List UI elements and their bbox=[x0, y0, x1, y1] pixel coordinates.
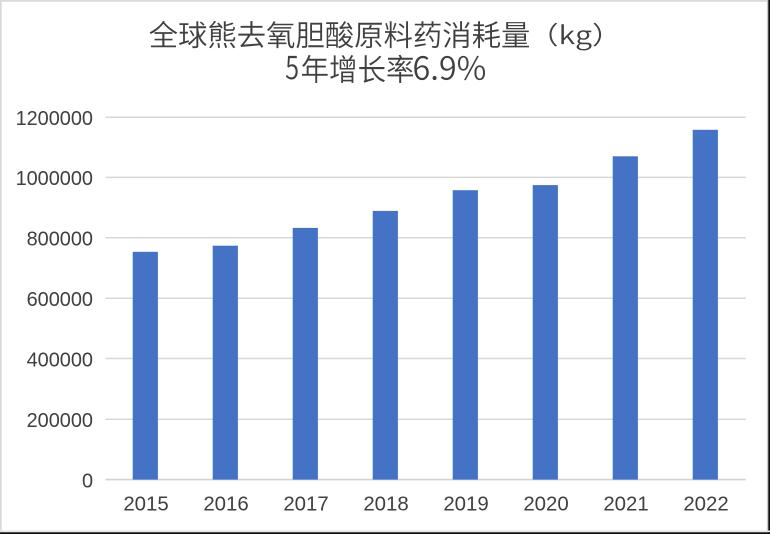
svg-text:1000000: 1000000 bbox=[16, 168, 93, 190]
svg-text:2015: 2015 bbox=[123, 494, 168, 516]
svg-text:2019: 2019 bbox=[443, 494, 488, 516]
svg-text:400000: 400000 bbox=[27, 349, 93, 371]
svg-text:2018: 2018 bbox=[363, 494, 408, 516]
svg-text:600000: 600000 bbox=[27, 289, 93, 311]
svg-text:800000: 800000 bbox=[27, 229, 93, 251]
svg-text:2021: 2021 bbox=[603, 494, 648, 516]
svg-text:2016: 2016 bbox=[203, 494, 248, 516]
svg-text:1200000: 1200000 bbox=[16, 108, 93, 130]
svg-text:2022: 2022 bbox=[683, 494, 728, 516]
svg-text:200000: 200000 bbox=[27, 410, 93, 432]
svg-text:0: 0 bbox=[82, 470, 93, 492]
svg-text:2020: 2020 bbox=[523, 494, 568, 516]
svg-text:2017: 2017 bbox=[283, 494, 328, 516]
